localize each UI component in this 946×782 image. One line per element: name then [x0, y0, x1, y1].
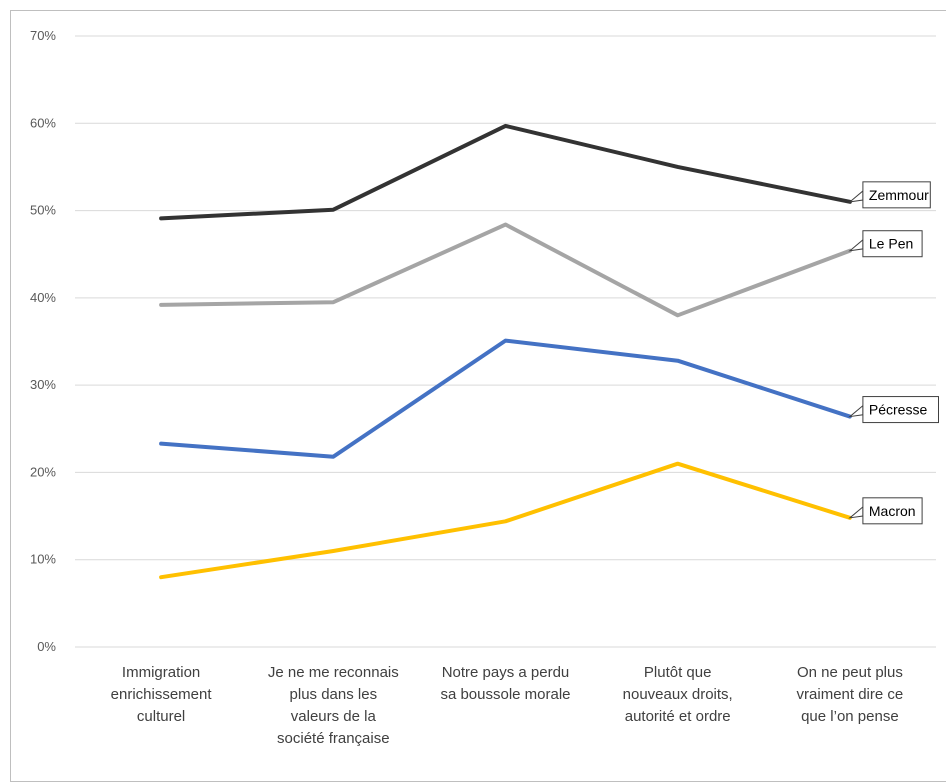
data-point-zemmour	[332, 209, 334, 211]
data-point-pecresse	[505, 340, 506, 342]
label-join	[863, 404, 867, 417]
label-join	[863, 189, 867, 202]
y-tick-label: 60%	[30, 115, 56, 130]
y-tick-label: 10%	[30, 552, 56, 567]
series-line-le-pen	[159, 222, 852, 318]
series-line-pecresse	[159, 338, 852, 459]
series-label-zemmour: Zemmour	[848, 181, 931, 209]
data-point-zemmour	[677, 166, 679, 168]
data-point-macron	[160, 576, 162, 578]
data-point-zemmour	[160, 217, 162, 219]
data-point-macron	[505, 520, 506, 522]
label-box	[862, 230, 923, 258]
label-pointer	[848, 189, 864, 203]
x-axis: Immigration enrichissement culturel Je ne m…	[111, 664, 904, 747]
series-line-zemmour	[159, 123, 852, 221]
label-box	[862, 396, 940, 424]
data-point-macron	[332, 550, 334, 552]
y-tick-label: 70%	[30, 28, 56, 43]
x-tick-label: Notre pays a perdu sa boussole morale	[440, 664, 570, 703]
data-point-le-pen	[160, 304, 162, 306]
series-label-text: Pécresse	[869, 402, 928, 418]
data-point-macron	[677, 463, 679, 465]
y-tick-label: 40%	[30, 290, 56, 305]
data-point-pecresse	[160, 443, 162, 445]
label-box	[862, 497, 923, 525]
series-label-text: Zemmour	[869, 187, 929, 203]
label-box	[862, 181, 931, 209]
series-label-macron: Macron	[848, 497, 923, 525]
y-tick-label: 50%	[30, 203, 56, 218]
data-point-zemmour	[505, 125, 506, 127]
y-axis: 0% 10% 20% 30% 40% 50% 60% 70%	[30, 28, 56, 654]
data-point-le-pen	[677, 314, 679, 316]
series-label-text: Macron	[869, 503, 916, 519]
data-point-pecresse	[677, 360, 679, 362]
x-tick-label: Je ne me reconnais plus dans les valeurs d…	[268, 664, 399, 747]
label-pointer	[848, 505, 864, 519]
label-pointer	[848, 404, 864, 418]
x-tick-label: On ne peut plus vraiment dire ce que l’on …	[797, 664, 904, 725]
x-tick-label: Plutôt que nouveaux droits, autorité et or…	[623, 664, 733, 725]
y-tick-label: 30%	[30, 377, 56, 392]
series-labels: Zemmour Le Pen Pécresse Macron	[848, 181, 940, 525]
series-group	[159, 123, 852, 580]
data-point-pecresse	[332, 456, 334, 458]
series-label-pecresse: Pécresse	[848, 396, 940, 424]
label-pointer	[848, 238, 864, 252]
series-label-le-pen: Le Pen	[848, 230, 923, 258]
label-join	[863, 238, 867, 251]
series-label-text: Le Pen	[869, 236, 913, 252]
data-point-le-pen	[332, 301, 334, 303]
gridlines	[75, 35, 936, 648]
label-join	[863, 505, 867, 518]
y-tick-label: 0%	[37, 639, 56, 654]
y-tick-label: 20%	[30, 464, 56, 479]
x-tick-label: Immigration enrichissement culturel	[111, 664, 213, 725]
data-point-le-pen	[505, 224, 506, 226]
